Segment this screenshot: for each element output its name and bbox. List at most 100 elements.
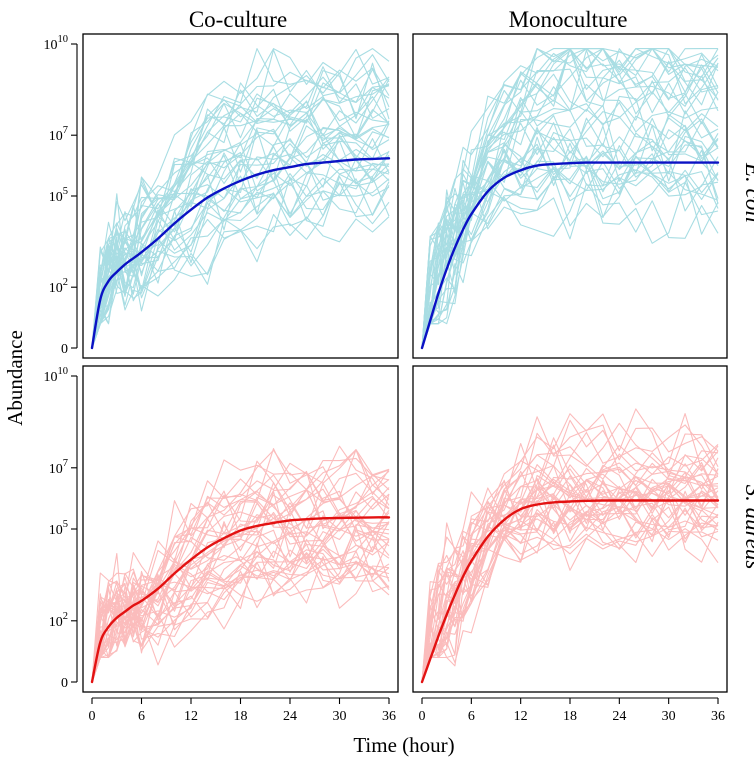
panel-coculture-ecoli <box>82 33 399 359</box>
panel-frame <box>82 33 399 359</box>
individual-curve <box>91 66 390 349</box>
individual-curve <box>421 490 719 683</box>
individual-curves <box>91 48 390 349</box>
y-tick-label: 1010 <box>44 34 69 53</box>
individual-curve <box>91 538 390 683</box>
individual-curve <box>91 449 390 683</box>
x-tick-label: 30 <box>662 709 676 724</box>
individual-curve <box>91 449 390 683</box>
x-axis-right: 0 6 12 18 24 30 36 <box>419 697 725 724</box>
panel-monoculture-ecoli <box>412 33 728 359</box>
y-tick-label: 102 <box>49 277 68 296</box>
individual-curve <box>91 550 390 683</box>
individual-curve <box>91 495 390 683</box>
individual-curve <box>421 483 719 683</box>
x-tick-label: 36 <box>382 709 396 724</box>
individual-curve <box>421 117 719 349</box>
panel-frame <box>82 365 399 693</box>
individual-curve <box>91 445 390 683</box>
row-header-saureus: S. aureus <box>741 485 754 570</box>
panel-frame <box>412 365 728 693</box>
individual-curve <box>421 144 719 349</box>
y-axis-top: 0 102 105 107 1010 <box>44 34 78 357</box>
y-tick-label: 0 <box>61 676 68 691</box>
individual-curve <box>421 408 719 683</box>
individual-curve <box>421 519 719 683</box>
panel-coculture-saureus <box>82 365 399 693</box>
column-header-monoculture: Monoculture <box>509 7 628 32</box>
individual-curve <box>421 526 719 683</box>
mean-curve <box>90 157 391 350</box>
individual-curve <box>91 101 390 349</box>
x-tick-label: 12 <box>184 709 198 724</box>
individual-curve <box>421 464 719 683</box>
individual-curves <box>421 48 719 349</box>
mean-curve <box>420 499 720 684</box>
individual-curve <box>91 473 390 683</box>
y-tick-label: 107 <box>49 458 68 477</box>
individual-curve <box>421 75 719 349</box>
individual-curve <box>91 109 390 349</box>
individual-curve <box>91 178 390 349</box>
individual-curve <box>91 484 390 683</box>
x-tick-label: 0 <box>419 709 426 724</box>
y-tick-label: 105 <box>49 186 68 205</box>
individual-curve <box>421 175 719 349</box>
individual-curve <box>91 67 390 349</box>
panel-frame <box>412 33 728 359</box>
individual-curve <box>91 70 390 349</box>
individual-curve <box>91 85 390 349</box>
individual-curve <box>91 449 390 683</box>
y-tick-label: 0 <box>61 342 68 357</box>
individual-curve <box>421 484 719 683</box>
y-tick-label: 1010 <box>44 366 69 385</box>
individual-curve <box>421 110 719 349</box>
individual-curve <box>421 493 719 683</box>
individual-curve <box>91 490 390 683</box>
y-axis-bottom: 0 102 105 107 1010 <box>44 366 78 691</box>
x-tick-label: 6 <box>468 709 475 724</box>
x-tick-label: 24 <box>612 709 626 724</box>
x-tick-label: 24 <box>283 709 297 724</box>
individual-curve <box>421 476 719 683</box>
individual-curve <box>421 157 719 349</box>
panel-monoculture-saureus <box>412 365 728 693</box>
individual-curve <box>421 461 719 683</box>
individual-curve <box>421 91 719 349</box>
x-tick-label: 18 <box>563 709 577 724</box>
individual-curve <box>91 531 390 683</box>
mean-curve <box>420 161 720 350</box>
individual-curve <box>421 48 719 349</box>
row-header-ecoli: E. coli <box>741 162 754 223</box>
y-tick-label: 105 <box>49 519 68 538</box>
y-axis-title: Abundance <box>3 330 27 426</box>
x-tick-label: 6 <box>138 709 145 724</box>
x-tick-label: 36 <box>711 709 725 724</box>
individual-curve <box>91 169 390 349</box>
y-tick-label: 102 <box>49 611 68 630</box>
individual-curve <box>91 48 390 349</box>
individual-curve <box>91 177 390 349</box>
individual-curve <box>91 62 390 349</box>
individual-curve <box>91 536 390 683</box>
individual-curve <box>421 452 719 683</box>
individual-curve <box>421 48 719 349</box>
x-tick-label: 12 <box>514 709 528 724</box>
individual-curve <box>91 509 390 683</box>
individual-curve <box>421 160 719 349</box>
individual-curve <box>421 150 719 349</box>
x-tick-label: 18 <box>234 709 248 724</box>
y-tick-label: 107 <box>49 125 68 144</box>
individual-curve <box>421 170 719 349</box>
x-axis-title: Time (hour) <box>353 733 454 757</box>
x-tick-label: 30 <box>333 709 347 724</box>
individual-curve <box>91 548 390 683</box>
mean-curve <box>90 516 391 684</box>
individual-curves <box>91 445 390 683</box>
individual-curves <box>421 408 719 683</box>
column-header-coculture: Co-culture <box>189 7 287 32</box>
individual-curve <box>421 476 719 683</box>
x-axis-left: 0 6 12 18 24 30 36 <box>89 697 396 724</box>
individual-curve <box>91 510 390 683</box>
individual-curve <box>91 556 390 683</box>
